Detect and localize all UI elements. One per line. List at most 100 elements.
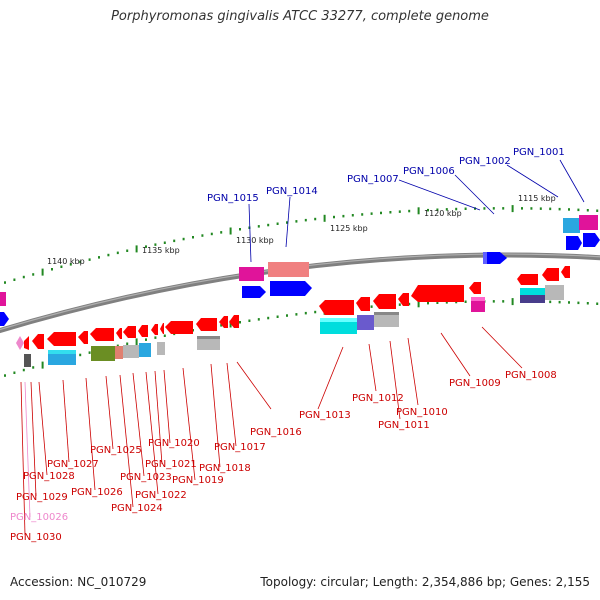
gene-arrow[interactable]	[116, 328, 122, 339]
gene-arrow[interactable]	[160, 323, 164, 334]
gene-arrow[interactable]	[583, 233, 600, 247]
gene-arrow[interactable]	[24, 336, 29, 350]
gene-arrow[interactable]	[517, 274, 538, 285]
scale-tick	[79, 353, 82, 357]
gene-arrow[interactable]	[90, 328, 114, 341]
gene-arrow[interactable]	[242, 286, 266, 298]
gene-label-reverse[interactable]: PGN_1028	[23, 471, 75, 482]
scale-label-1130: 1130 kbp	[236, 236, 274, 245]
gene-arrow[interactable]	[229, 315, 239, 328]
annotation-block	[123, 345, 139, 358]
scale-tick	[436, 301, 439, 304]
gene-label-reverse[interactable]: PGN_1026	[71, 487, 123, 498]
gene-arrow[interactable]	[398, 293, 409, 306]
annotation-block	[520, 288, 545, 297]
scale-tick	[314, 217, 317, 221]
scale-tick	[483, 207, 486, 210]
scale-tick	[192, 236, 194, 239]
gene-arrow[interactable]	[16, 336, 24, 350]
gene-label-forward[interactable]: PGN_1007	[347, 174, 399, 185]
forward-gene-track	[0, 215, 600, 326]
scale-tick	[267, 223, 270, 227]
scale-tick	[201, 234, 204, 237]
gene-arrow[interactable]	[356, 297, 370, 311]
gene-label-reverse[interactable]: PGN_1030	[10, 532, 62, 543]
gene-label-forward[interactable]: PGN_1014	[266, 186, 318, 197]
scale-tick	[342, 214, 345, 218]
gene-arrow[interactable]	[239, 267, 264, 281]
scale-label-1135: 1135 kbp	[142, 246, 180, 255]
gene-arrow[interactable]	[0, 312, 9, 326]
gene-arrow[interactable]	[486, 252, 507, 264]
scale-tick	[408, 302, 411, 306]
scale-tick	[380, 211, 382, 215]
gene-label-reverse[interactable]: PGN_1023	[120, 472, 172, 483]
gene-label-reverse[interactable]: PGN_1011	[378, 420, 430, 431]
gene-arrow[interactable]	[319, 300, 354, 315]
gene-arrow[interactable]	[563, 218, 580, 233]
gene-label-reverse[interactable]: PGN_1021	[145, 459, 197, 470]
gene-arrow[interactable]	[270, 281, 312, 296]
gene-arrow[interactable]	[0, 292, 6, 306]
scale-tick	[455, 300, 458, 304]
scale-tick	[398, 210, 401, 213]
gene-arrow[interactable]	[469, 282, 481, 294]
gene-label-reverse[interactable]: PGN_1027	[47, 459, 99, 470]
annotation-block	[545, 285, 564, 300]
genome-title: Porphyromonas gingivalis ATCC 33277, com…	[111, 9, 489, 24]
scale-tick	[427, 301, 429, 305]
gene-label-reverse[interactable]: PGN_10026	[10, 512, 68, 523]
gene-arrow[interactable]	[561, 266, 570, 278]
scale-tick	[116, 251, 119, 255]
gene-label-reverse[interactable]: PGN_1029	[16, 492, 68, 503]
gene-label-reverse[interactable]: PGN_1009	[449, 378, 501, 389]
gene-arrow[interactable]	[138, 325, 148, 337]
scale-label-1125: 1125 kbp	[330, 224, 368, 233]
scale-tick	[4, 374, 6, 377]
gene-label-reverse[interactable]: PGN_1020	[148, 438, 200, 449]
gene-label-reverse[interactable]: PGN_1017	[214, 442, 266, 453]
gene-label-forward[interactable]: PGN_1015	[207, 193, 259, 204]
gene-arrow[interactable]	[123, 326, 136, 338]
scale-tick	[79, 260, 82, 264]
gene-label-reverse[interactable]: PGN_1008	[505, 370, 557, 381]
gene-label-reverse[interactable]: PGN_1019	[172, 475, 224, 486]
scale-tick	[239, 321, 241, 324]
gene-label-reverse[interactable]: PGN_1010	[396, 407, 448, 418]
gene-label-reverse[interactable]: PGN_1018	[199, 463, 251, 474]
scale-tick	[323, 214, 326, 222]
gene-label-reverse[interactable]: PGN_1025	[90, 445, 142, 456]
gene-arrow[interactable]	[483, 252, 487, 264]
gene-label-forward[interactable]: PGN_1002	[459, 156, 511, 167]
gene-arrow[interactable]	[47, 332, 76, 346]
gene-arrow[interactable]	[151, 324, 158, 335]
gene-arrow[interactable]	[219, 316, 228, 328]
gene-arrow[interactable]	[411, 285, 464, 302]
scale-tick	[304, 218, 307, 222]
gene-label-reverse[interactable]: PGN_1024	[111, 503, 163, 514]
gene-arrow[interactable]	[373, 294, 396, 309]
gene-arrow[interactable]	[196, 318, 217, 331]
gene-arrow[interactable]	[32, 334, 44, 349]
gene-arrow[interactable]	[566, 236, 582, 250]
gene-label-reverse[interactable]: PGN_1022	[135, 490, 187, 501]
gene-arrow[interactable]	[78, 331, 88, 344]
gene-label-forward[interactable]: PGN_1001	[513, 147, 565, 158]
scale-tick	[521, 207, 523, 210]
scale-tick	[558, 207, 561, 211]
gene-label-forward[interactable]: PGN_1006	[403, 166, 455, 177]
gene-arrow[interactable]	[542, 268, 559, 281]
scale-tick	[220, 231, 223, 234]
scale-tick	[41, 361, 44, 369]
gene-label-reverse[interactable]: PGN_1013	[299, 410, 351, 421]
gene-arrow[interactable]	[165, 321, 193, 334]
scale-tick	[88, 351, 91, 354]
scale-ticks-forward	[4, 205, 599, 284]
gene-arrow[interactable]	[579, 215, 598, 230]
gene-arrow[interactable]	[268, 262, 309, 277]
gene-label-reverse[interactable]: PGN_1012	[352, 393, 404, 404]
scale-tick	[314, 310, 317, 314]
scale-tick	[286, 221, 288, 224]
gene-label-reverse[interactable]: PGN_1016	[250, 427, 302, 438]
